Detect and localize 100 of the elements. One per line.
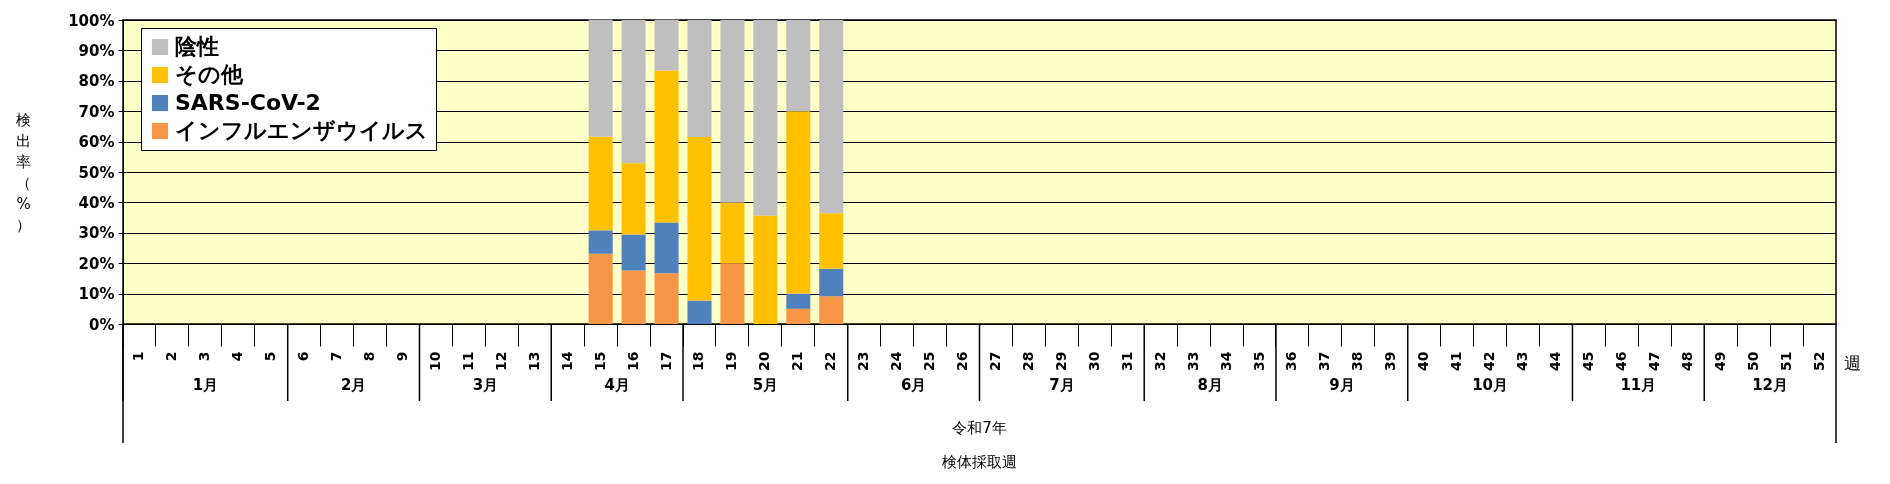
text: 3月 <box>472 376 499 394</box>
x-tick-label: 12 <box>492 351 509 371</box>
y-tick-label: 50% <box>78 163 115 182</box>
x-tick-label: 22 <box>822 351 839 371</box>
bar <box>687 137 712 301</box>
legend-label: SARS-CoV-2 <box>175 90 321 115</box>
bar <box>753 215 778 324</box>
bar <box>753 20 778 216</box>
y-tick-label: 20% <box>78 254 115 273</box>
text: 令和7年 <box>952 419 1007 437</box>
y-axis-title: 検出率（%） <box>16 110 31 234</box>
bar <box>621 163 646 235</box>
bar <box>621 270 646 324</box>
bar <box>621 20 646 164</box>
bar <box>720 263 745 324</box>
x-tick-label: 11 <box>459 351 476 371</box>
x-tick-label: 34 <box>1217 351 1234 371</box>
text: 8月 <box>1197 376 1223 394</box>
y-tick-label: 60% <box>78 133 115 152</box>
text: 4月 <box>604 376 630 394</box>
x-tick-label: 23 <box>855 351 872 371</box>
x-tick-label: 9 <box>394 351 411 362</box>
text: 検体採取週 <box>942 453 1017 471</box>
bar <box>819 20 844 214</box>
bar <box>588 136 613 231</box>
x-tick-label: 3 <box>196 351 213 362</box>
x-tick-label: 26 <box>954 351 971 371</box>
legend-label: 陰性 <box>175 34 219 59</box>
x-tick-label: 49 <box>1711 351 1728 371</box>
y-tick-label: 0% <box>89 315 115 334</box>
x-tick-label: 14 <box>558 351 575 371</box>
text: 10月 <box>1472 376 1509 394</box>
bar <box>720 202 745 264</box>
x-tick-label: 43 <box>1514 351 1531 371</box>
x-tick-label: 35 <box>1250 351 1267 371</box>
bar <box>588 230 613 254</box>
x-tick-label: 24 <box>888 351 905 371</box>
text: 6月 <box>900 376 927 394</box>
x-tick-label: 27 <box>986 351 1003 371</box>
y-tick-label: 80% <box>78 72 115 91</box>
x-tick-label: 18 <box>690 351 707 371</box>
x-tick-label: 17 <box>657 351 674 371</box>
bar <box>786 111 811 294</box>
bar <box>621 234 646 271</box>
x-tick-label: 48 <box>1678 351 1695 371</box>
x-tick-label: 46 <box>1612 351 1629 371</box>
x-tick-label: 10 <box>426 351 443 371</box>
x-tick-label: 42 <box>1481 351 1498 371</box>
x-tick-label: 28 <box>1019 351 1036 371</box>
text: 9月 <box>1329 376 1355 394</box>
bar <box>654 273 679 324</box>
x-tick-label: 15 <box>591 351 608 371</box>
x-tick-label: 7 <box>328 351 345 362</box>
y-tick-label: 70% <box>78 102 115 121</box>
x-tick-label: 31 <box>1118 351 1135 371</box>
x-tick-label: 39 <box>1382 351 1399 371</box>
x-tick-label: 29 <box>1052 351 1069 371</box>
x-tick-label: 47 <box>1645 351 1662 371</box>
x-tick-label: 36 <box>1283 351 1300 371</box>
bar <box>819 296 844 324</box>
legend-label: その他 <box>175 62 244 87</box>
y-tick-label: 30% <box>78 224 115 243</box>
bar <box>654 19 679 71</box>
bar <box>654 222 679 274</box>
x-tick-label: 8 <box>361 351 378 362</box>
x-tick-label: 51 <box>1777 351 1794 371</box>
text: 7月 <box>1049 376 1075 394</box>
text: 週 <box>1844 353 1861 373</box>
x-tick-label: 6 <box>295 351 312 362</box>
text: 12月 <box>1752 376 1789 394</box>
x-tick-label: 52 <box>1810 351 1827 371</box>
text: 5月 <box>752 376 779 394</box>
x-tick-label: 30 <box>1085 351 1102 371</box>
y-tick-label: 90% <box>78 41 115 60</box>
y-tick-label: 100% <box>68 11 115 30</box>
x-tick-label: 21 <box>789 351 806 371</box>
x-tick-label: 32 <box>1151 351 1168 371</box>
legend-label: インフルエンザウイルス <box>175 118 428 143</box>
x-tick-label: 40 <box>1415 351 1432 371</box>
x-tick-label: 50 <box>1744 351 1761 371</box>
bar <box>786 293 811 309</box>
bar <box>654 70 679 223</box>
x-tick-label: 44 <box>1546 351 1563 371</box>
x-tick-label: 13 <box>525 351 542 371</box>
bar <box>819 213 844 269</box>
bar <box>588 19 613 137</box>
x-tick-label: 1 <box>130 351 147 362</box>
x-tick-label: 41 <box>1448 351 1465 371</box>
x-tick-label: 37 <box>1316 351 1333 371</box>
x-tick-label: 2 <box>163 351 180 362</box>
x-tick-label: 19 <box>723 351 740 371</box>
bar <box>819 268 844 297</box>
text: 2月 <box>340 376 367 394</box>
x-tick-label: 4 <box>229 351 246 362</box>
x-tick-label: 16 <box>624 351 641 371</box>
bar <box>786 20 811 112</box>
x-tick-label: 20 <box>756 351 773 371</box>
x-tick-label: 38 <box>1349 351 1366 371</box>
bar <box>588 253 613 324</box>
bar <box>720 20 745 203</box>
